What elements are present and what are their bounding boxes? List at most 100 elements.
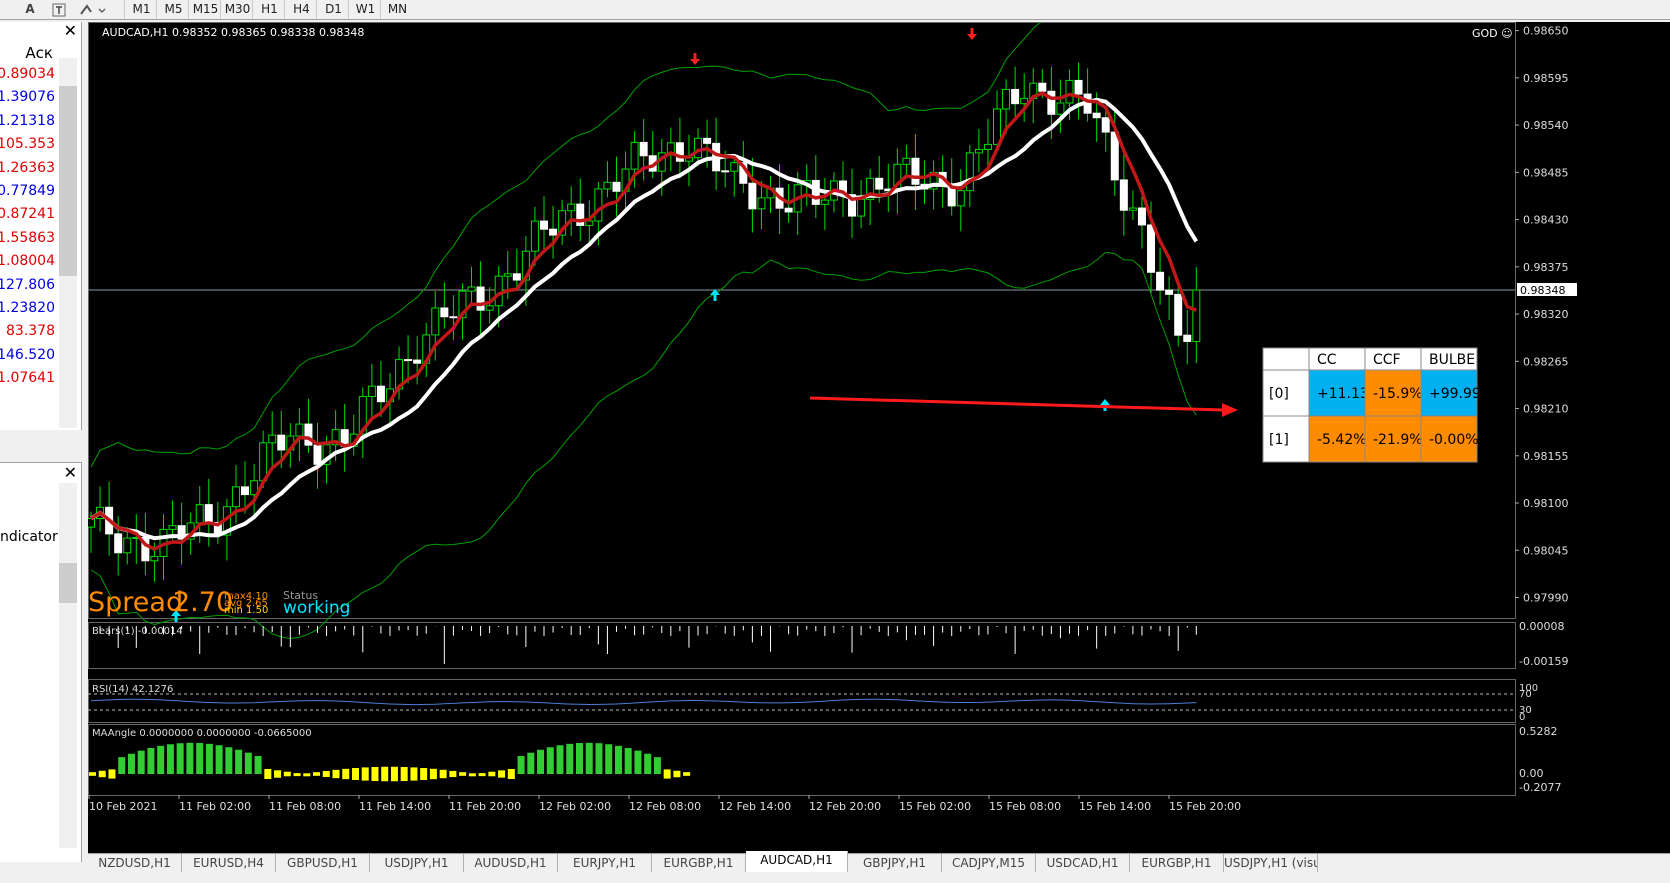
maangle-bar bbox=[400, 766, 408, 782]
tab-eurusd-h4[interactable]: EURUSD,H4 bbox=[182, 854, 276, 872]
timeframe-m15[interactable]: M15 bbox=[188, 0, 222, 19]
ask-price: 1.07641 bbox=[0, 370, 55, 387]
candle bbox=[431, 307, 440, 336]
candle bbox=[376, 385, 385, 403]
candle bbox=[1183, 334, 1192, 342]
maangle-bar bbox=[653, 757, 661, 774]
candle bbox=[784, 207, 793, 213]
tab-eurgbp-h1[interactable]: EURGBP,H1 bbox=[652, 854, 746, 872]
maangle-bar bbox=[108, 769, 116, 779]
panel-header: CCF bbox=[1373, 352, 1401, 368]
candle bbox=[1074, 79, 1083, 95]
scrollbar[interactable] bbox=[59, 58, 77, 428]
timeframe-d1[interactable]: D1 bbox=[316, 0, 350, 19]
maangle-bar bbox=[166, 744, 174, 774]
tab-eurgbp-h1[interactable]: EURGBP,H1 bbox=[1130, 854, 1224, 872]
chart-canvas[interactable]: Bears(1) -0.00014 0.00008 -0.00159 RSI(14) … bbox=[87, 0, 1670, 853]
price-tick: 0.98155 bbox=[1523, 450, 1569, 463]
maangle-bar bbox=[293, 773, 301, 777]
subwindow-frame bbox=[88, 679, 1516, 723]
time-tick: 11 Feb 20:00 bbox=[449, 800, 521, 813]
ask-price: 0.89034 bbox=[0, 66, 55, 82]
timeframe-h1[interactable]: H1 bbox=[252, 0, 286, 19]
maangle-bar bbox=[332, 769, 340, 779]
panel-cell bbox=[1420, 415, 1478, 463]
spread-display: Spread 2.70 max4.10 avg 2.65 min 1.50 St… bbox=[88, 587, 350, 618]
maangle-bar bbox=[566, 743, 574, 774]
candle bbox=[114, 533, 123, 554]
timeframe-h4[interactable]: H4 bbox=[284, 0, 318, 19]
maangle-bar bbox=[137, 750, 145, 774]
maangle-bar bbox=[624, 747, 632, 774]
tab-usdjpy-h1[interactable]: USDJPY,H1 bbox=[370, 854, 464, 872]
spread-max: max4.10 bbox=[224, 591, 268, 602]
maangle-bar bbox=[98, 770, 106, 778]
current-price-label: 0.98348 bbox=[1520, 284, 1566, 297]
tab-gbpjpy-h1[interactable]: GBPJPY,H1 bbox=[848, 854, 942, 872]
close-icon[interactable]: ✕ bbox=[63, 21, 77, 40]
tab-usdcad-h1[interactable]: USDCAD,H1 bbox=[1036, 854, 1130, 872]
candle bbox=[295, 423, 304, 437]
text-tool-icon[interactable]: A bbox=[25, 2, 35, 16]
time-tick: 12 Feb 02:00 bbox=[539, 800, 611, 813]
trendline-arrow[interactable] bbox=[809, 396, 1238, 417]
price-tick: 0.98650 bbox=[1523, 25, 1569, 38]
ask-column-header[interactable]: Аск bbox=[25, 44, 53, 62]
scrollbar-thumb[interactable] bbox=[59, 86, 77, 276]
maangle-bar bbox=[196, 743, 204, 774]
timeframe-w1[interactable]: W1 bbox=[348, 0, 382, 19]
tab-nzdusd-h1[interactable]: NZDUSD,H1 bbox=[88, 854, 182, 872]
chart-window[interactable]: Bears(1) -0.00014 0.00008 -0.00159 RSI(14) … bbox=[87, 0, 1670, 853]
maangle-bar bbox=[205, 743, 213, 774]
candle bbox=[367, 385, 376, 397]
price-tick: 0.97990 bbox=[1523, 592, 1569, 605]
candle bbox=[413, 359, 422, 364]
tab-eurjpy-h1[interactable]: EURJPY,H1 bbox=[558, 854, 652, 872]
maangle-bar bbox=[546, 747, 554, 774]
maangle-bar bbox=[361, 767, 369, 781]
candle bbox=[123, 537, 132, 554]
navigator-item-indicator[interactable]: ndicator bbox=[0, 529, 58, 545]
arrow-up-icon bbox=[171, 610, 181, 622]
maangle-bar bbox=[303, 773, 311, 777]
timeframe-m1[interactable]: M1 bbox=[124, 0, 158, 19]
maangle-bar bbox=[410, 767, 418, 781]
candle bbox=[1156, 271, 1165, 291]
spread-min: min 1.50 bbox=[224, 605, 268, 616]
timeframe-m5[interactable]: M5 bbox=[156, 0, 190, 19]
scrollbar[interactable] bbox=[59, 483, 77, 848]
candle bbox=[857, 198, 866, 217]
tab-audcad-h1[interactable]: AUDCAD,H1 bbox=[746, 851, 848, 872]
bollinger-lower bbox=[90, 251, 1197, 640]
arrow-up-icon bbox=[1100, 399, 1110, 411]
timeframe-m30[interactable]: M30 bbox=[220, 0, 254, 19]
candle bbox=[848, 194, 857, 217]
status-label: Status bbox=[283, 589, 318, 602]
panel-value: -15.9% bbox=[1373, 386, 1423, 402]
subwindow-frame bbox=[88, 724, 1516, 796]
tab-cadjpy-m15[interactable]: CADJPY,M15 bbox=[942, 854, 1036, 872]
scrollbar-thumb[interactable] bbox=[59, 563, 77, 603]
maangle-bar bbox=[507, 768, 515, 780]
shapes-icon[interactable] bbox=[78, 0, 110, 19]
maangle-tick: -0.2077 bbox=[1519, 781, 1561, 794]
ea-label[interactable]: GOD ☺ bbox=[1472, 27, 1513, 40]
maangle-bar bbox=[644, 753, 652, 774]
ask-price: 1.26363 bbox=[0, 159, 55, 176]
tab-gbpusd-h1[interactable]: GBPUSD,H1 bbox=[276, 854, 370, 872]
tab-usdjpy-h1-visual-[interactable]: USDJPY,H1 (visual) bbox=[1224, 854, 1318, 872]
ask-price: 1.21318 bbox=[0, 112, 55, 129]
timeframe-mn[interactable]: MN bbox=[380, 0, 414, 19]
maangle-bar bbox=[498, 770, 506, 778]
price-tick: 0.98320 bbox=[1523, 308, 1569, 321]
text-label-icon[interactable] bbox=[50, 0, 68, 19]
signal-panel: CC CCF BULBE[0] +11.13%-15.9% +99.99%[1] -5.4… bbox=[1262, 347, 1494, 463]
candle bbox=[1056, 102, 1065, 115]
bears-tick: -0.00159 bbox=[1519, 655, 1568, 668]
close-icon[interactable]: ✕ bbox=[63, 463, 77, 482]
tab-audusd-h1[interactable]: AUDUSD,H1 bbox=[464, 854, 558, 872]
time-tick: 11 Feb 14:00 bbox=[359, 800, 431, 813]
candle bbox=[1011, 88, 1020, 105]
maangle-bar bbox=[576, 743, 583, 774]
candle bbox=[558, 210, 567, 236]
